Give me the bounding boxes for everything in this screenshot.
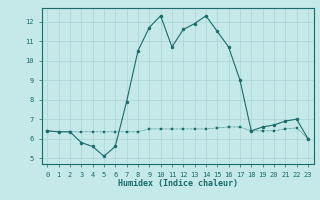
X-axis label: Humidex (Indice chaleur): Humidex (Indice chaleur)	[118, 179, 237, 188]
